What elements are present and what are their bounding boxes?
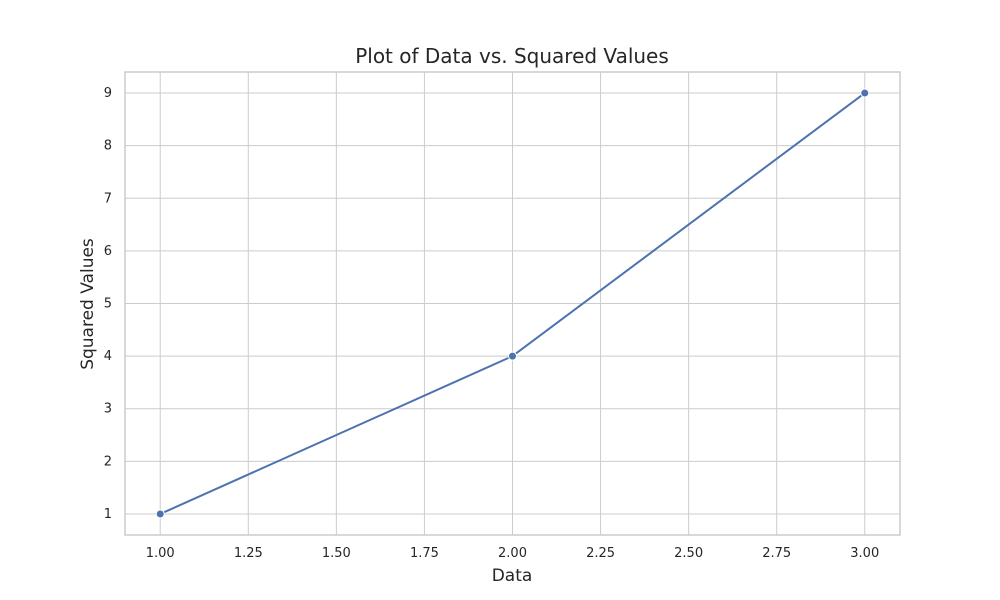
x-tick-label: 1.50 — [322, 546, 351, 561]
data-series — [155, 88, 870, 519]
y-tick-label: 2 — [104, 454, 112, 469]
y-axis-label: Squared Values — [78, 238, 98, 370]
y-tick-label: 6 — [104, 244, 112, 259]
x-tick-label: 1.75 — [410, 546, 439, 561]
x-tick-label: 1.00 — [146, 546, 175, 561]
y-tick-label: 4 — [104, 349, 112, 364]
x-tick-label: 2.00 — [498, 546, 527, 561]
y-tick-label: 9 — [104, 86, 112, 101]
x-tick-label: 2.50 — [674, 546, 703, 561]
grid-lines — [125, 72, 900, 535]
y-tick-label: 1 — [104, 507, 112, 522]
x-tick-label: 1.25 — [234, 546, 263, 561]
y-tick-label: 5 — [104, 297, 112, 312]
x-tick-label: 2.25 — [586, 546, 615, 561]
chart-title: Plot of Data vs. Squared Values — [355, 44, 669, 68]
y-axis-ticks: 1 2 3 4 5 6 7 8 9 — [104, 86, 112, 522]
x-axis-ticks: 1.00 1.25 1.50 1.75 2.00 2.25 2.50 2.75 3.00 — [146, 546, 879, 561]
x-axis-label: Data — [492, 566, 533, 586]
y-tick-label: 8 — [104, 139, 112, 154]
y-tick-label: 7 — [104, 191, 112, 206]
x-tick-label: 3.00 — [850, 546, 879, 561]
x-tick-label: 2.75 — [762, 546, 791, 561]
data-point — [508, 351, 517, 361]
data-point — [155, 509, 165, 519]
data-point — [860, 88, 870, 98]
y-tick-label: 3 — [104, 402, 112, 417]
plot-area-frame — [124, 71, 901, 536]
